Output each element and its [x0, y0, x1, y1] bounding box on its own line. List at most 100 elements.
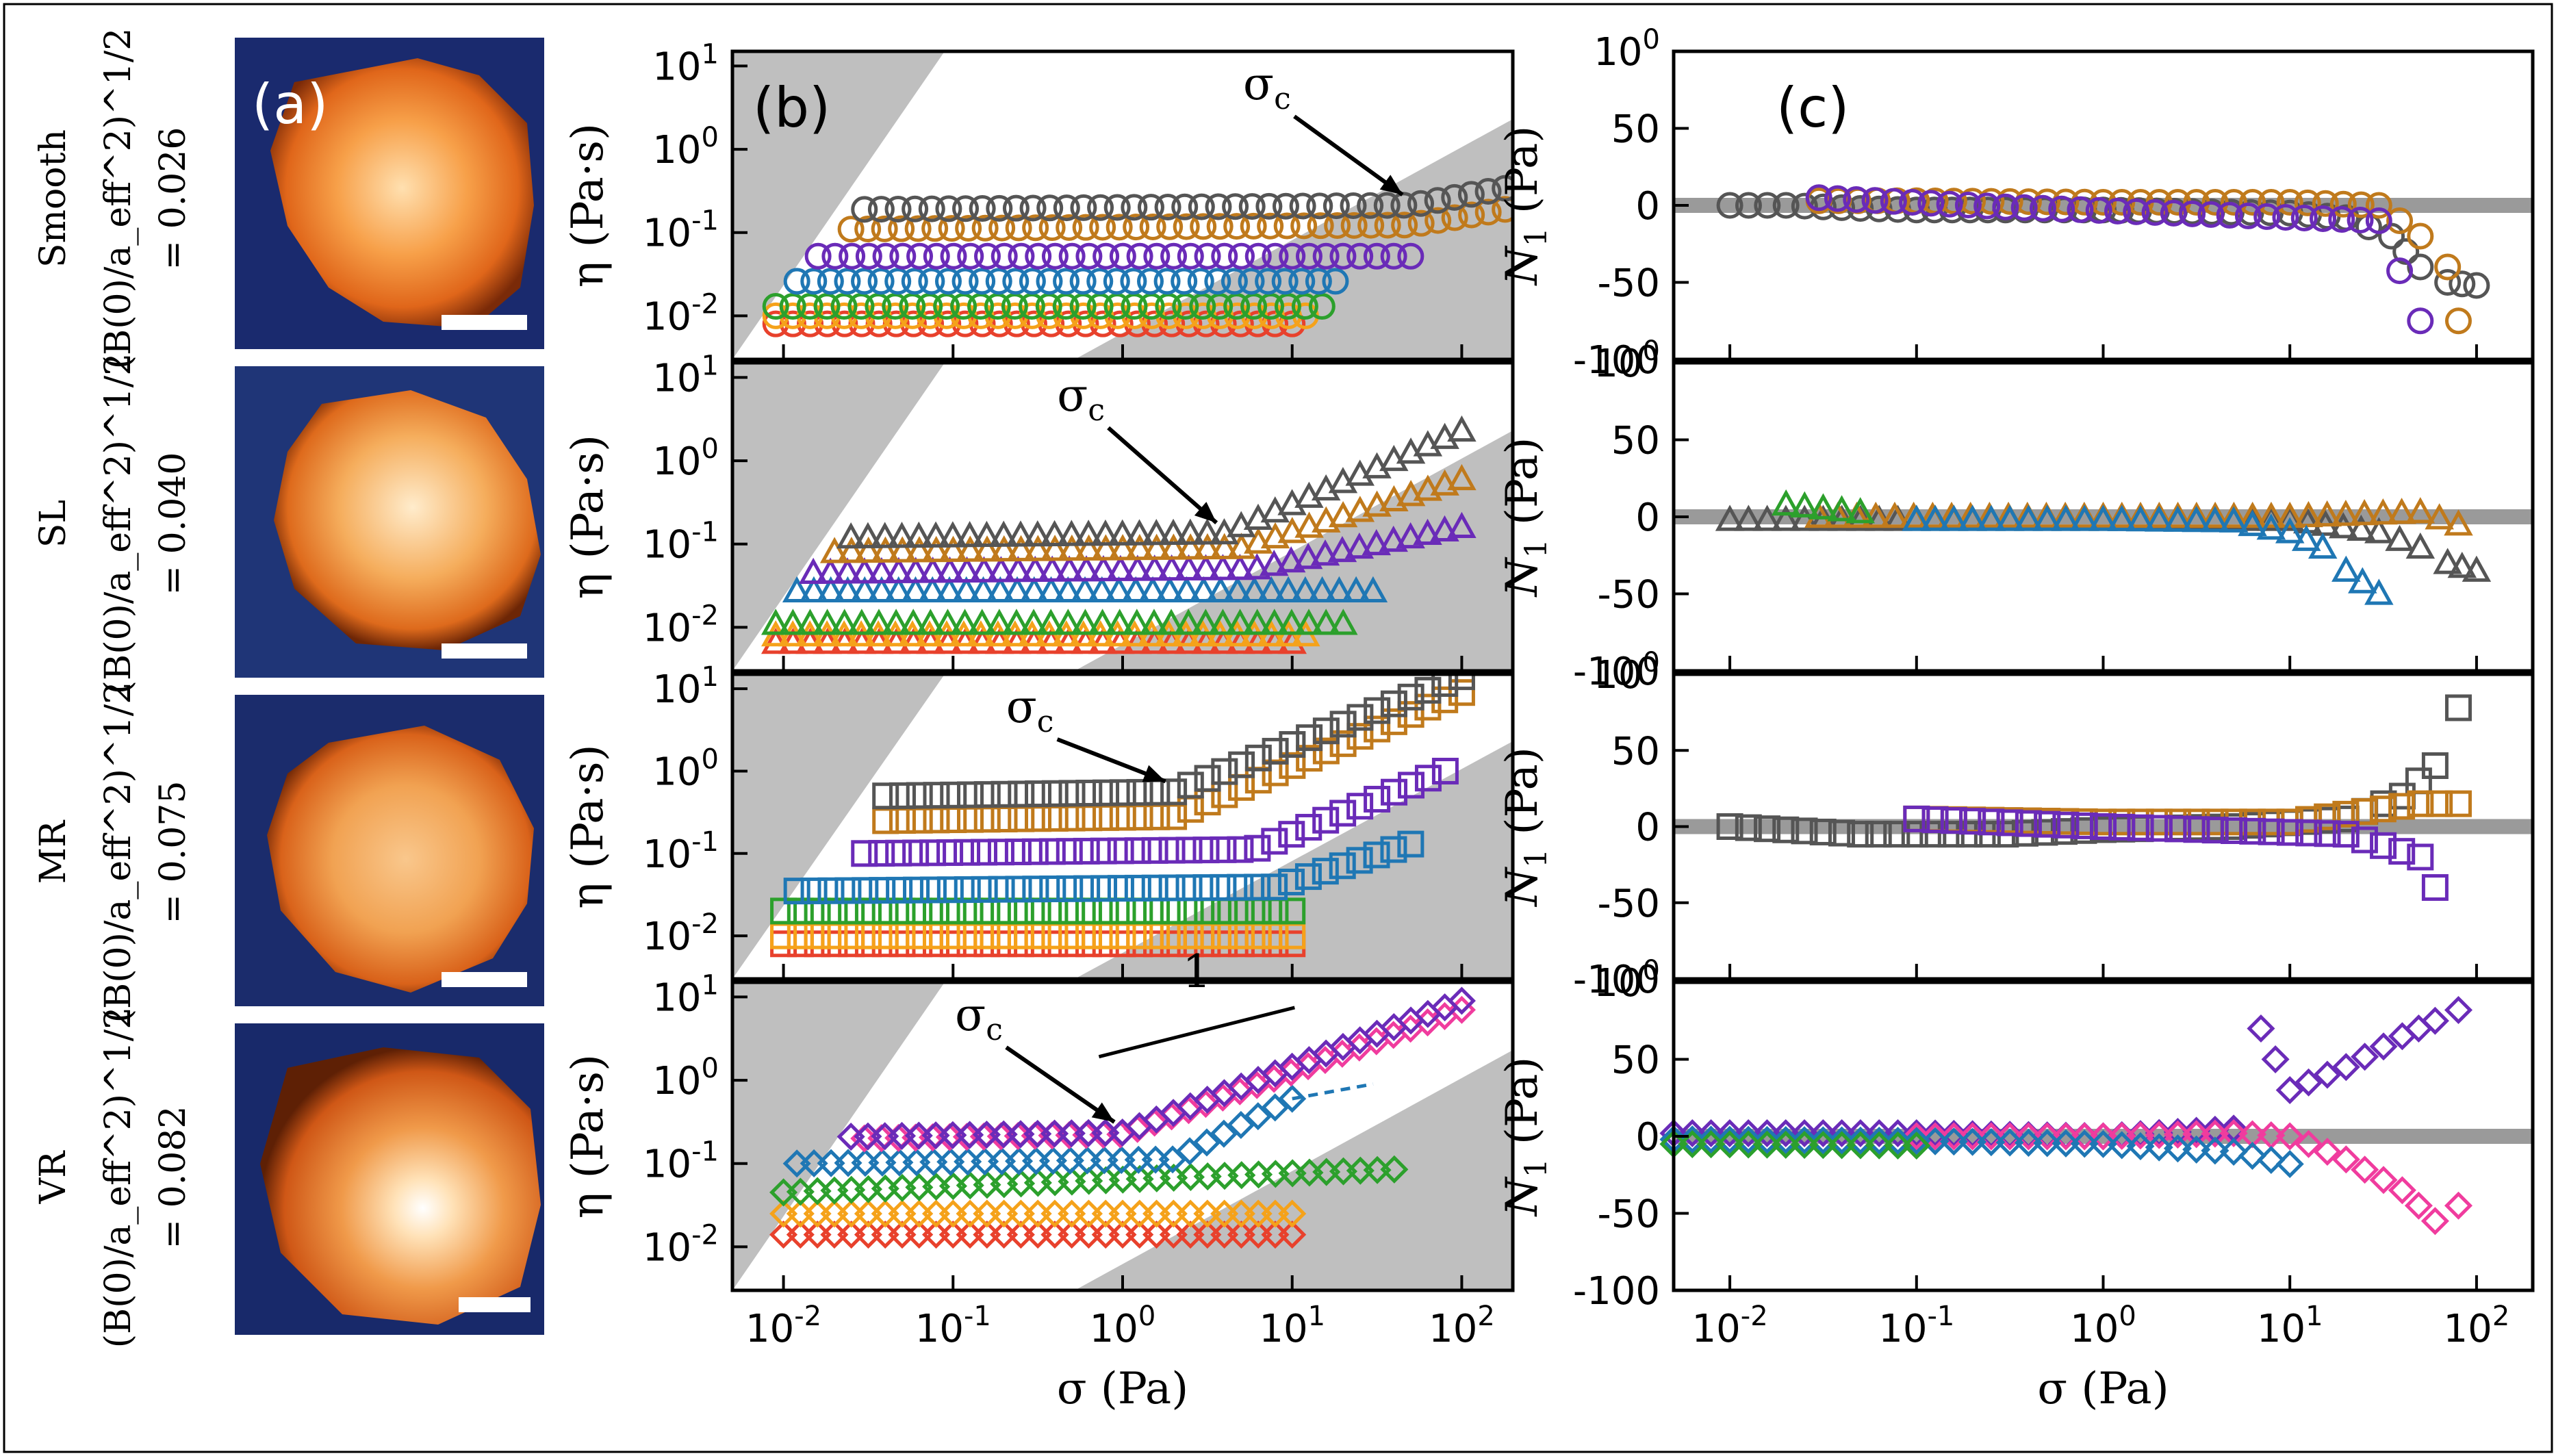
data-point: [923, 782, 950, 809]
data-point: [1106, 554, 1136, 581]
data-point: [1920, 505, 1950, 531]
data-point: [1022, 876, 1049, 903]
data-point: [1175, 874, 1203, 902]
x-tick-label: 10-2: [745, 1301, 821, 1351]
panel-label-c: (c): [1776, 76, 1849, 140]
data-point: [1019, 609, 1049, 635]
data-point: [1278, 821, 1305, 848]
data-point: [1088, 609, 1117, 635]
data-point: [1103, 268, 1130, 295]
data-point: [901, 268, 928, 295]
data-point: [2052, 811, 2080, 839]
data-point: [833, 576, 862, 603]
data-point: [1141, 836, 1168, 864]
data-point: [936, 839, 964, 866]
data-point: [762, 310, 789, 337]
series-green: [761, 609, 1358, 635]
data-point: [855, 242, 882, 270]
data-point: [1140, 554, 1169, 581]
data-point: [1279, 897, 1306, 925]
data-point: [1790, 491, 1819, 518]
data-point: [1257, 212, 1284, 240]
data-point: [851, 268, 878, 295]
data-point: [1158, 874, 1186, 902]
data-point: [1143, 803, 1171, 830]
data-point: [2420, 1207, 2449, 1236]
zero-band: [1674, 819, 2533, 834]
data-point: [2351, 1043, 2379, 1071]
data-point: [957, 242, 984, 270]
data-point: [2308, 532, 2338, 559]
panel-label-a: (a): [252, 73, 328, 136]
panel-b: σc 10-2 10-1 100 101 η (Pa·s) (b) σc 10-2 10-1 100…: [563, 38, 1515, 1414]
data-point: [1413, 474, 1443, 501]
data-point: [1019, 194, 1047, 222]
data-point: [901, 576, 930, 603]
data-point: [1345, 496, 1375, 522]
data-point: [1715, 505, 1745, 531]
data-point: [2239, 817, 2266, 845]
data-point: [1036, 268, 1063, 295]
data-point: [984, 609, 1014, 635]
data-point: [1312, 858, 1339, 885]
data-point: [1104, 576, 1134, 603]
data-point: [1058, 930, 1086, 958]
data-point: [1041, 922, 1069, 949]
data-point: [923, 922, 950, 949]
y-tick-label: 100: [1594, 24, 1660, 75]
series-gray: [836, 415, 1477, 549]
data-point: [2370, 832, 2397, 859]
data-point: [2347, 206, 2374, 233]
data-point: [2447, 551, 2477, 578]
data-point: [934, 576, 964, 603]
data-point: [1772, 1126, 1800, 1155]
data-point: [2314, 820, 2341, 847]
data-point: [851, 196, 878, 223]
data-point: [2163, 505, 2193, 532]
data-point: [1308, 293, 1335, 320]
data-point: [1238, 268, 1265, 295]
data-point: [1492, 196, 1513, 223]
data-point: [1294, 863, 1322, 891]
data-point: [1175, 1137, 1204, 1166]
data-point: [1208, 554, 1238, 580]
data-point: [2407, 222, 2434, 250]
data-point: [919, 1148, 948, 1177]
data-point: [2407, 843, 2434, 871]
data-point: [2163, 1134, 2192, 1163]
data-point: [2069, 505, 2099, 531]
data-point: [1037, 555, 1067, 582]
data-point: [1073, 875, 1101, 902]
data-point: [2032, 505, 2062, 531]
data-point: [2434, 269, 2462, 296]
data-point: [2201, 817, 2229, 844]
row-value: = 0.040: [153, 452, 194, 596]
data-point: [851, 840, 878, 867]
series-blue: [783, 830, 1424, 905]
data-point: [1036, 609, 1066, 635]
data-point: [1058, 242, 1086, 270]
y-tick-label: -50: [1598, 573, 1660, 617]
data-point: [1771, 489, 1801, 516]
data-point: [1809, 818, 1837, 845]
data-point: [1210, 1119, 1238, 1148]
data-point: [1211, 242, 1238, 270]
series-green: [1771, 489, 1875, 524]
data-point: [1312, 806, 1340, 834]
data-point: [1070, 194, 1097, 221]
y-tick-label: 50: [1611, 419, 1660, 463]
data-point: [1108, 519, 1137, 546]
data-point: [1071, 609, 1100, 635]
data-point: [956, 930, 984, 958]
data-point: [986, 576, 1015, 603]
data-point: [1105, 609, 1134, 635]
data-point: [1192, 874, 1220, 902]
data-point: [936, 1147, 965, 1176]
data-point: [770, 922, 797, 949]
data-point: [1075, 804, 1103, 832]
data-point: [1075, 922, 1102, 949]
data-point: [1917, 190, 1945, 217]
data-point: [939, 897, 967, 925]
data-point: [2295, 1068, 2323, 1097]
data-point: [889, 782, 916, 809]
